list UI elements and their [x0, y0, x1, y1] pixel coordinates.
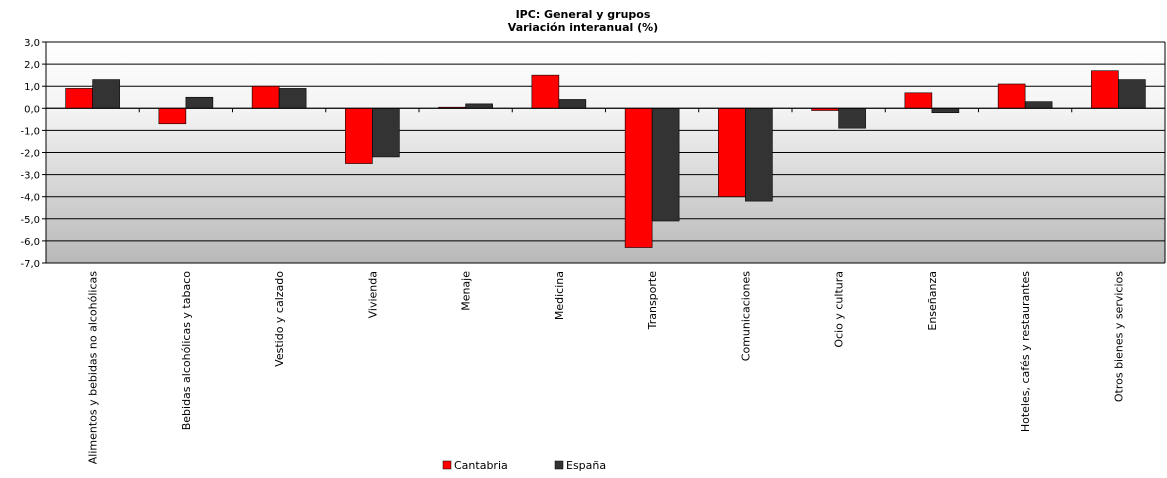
y-tick-label: 3,0 — [24, 38, 40, 49]
legend: Cantabria España — [442, 459, 606, 472]
bar-cantabria-5 — [531, 74, 560, 109]
y-tick-label: 1,0 — [24, 82, 40, 93]
y-tick-label: -1,0 — [20, 126, 40, 137]
x-tick-label: Medicina — [553, 271, 566, 320]
bar-cantabria-1 — [158, 108, 187, 125]
chart-subtitle: Variación interanual (%) — [508, 21, 658, 34]
y-tick-label: 0,0 — [24, 104, 40, 115]
x-tick-label: Vivienda — [366, 271, 379, 318]
legend-swatch — [554, 460, 564, 470]
bar-espaa-3 — [372, 108, 400, 158]
bar-espaa-8 — [838, 108, 866, 129]
y-tick-label: -2,0 — [20, 149, 40, 160]
bar-espaa-4 — [465, 103, 493, 109]
bar-espaa-6 — [651, 108, 680, 222]
x-tick-label: Alimentos y bebidas no alcohólicas — [87, 271, 100, 464]
y-tick-label: -6,0 — [20, 237, 40, 248]
bar-cantabria-7 — [718, 108, 746, 198]
bar-espaa-0 — [92, 79, 120, 109]
x-tick-label: Ocio y cultura — [833, 271, 846, 348]
y-tick-label: -4,0 — [20, 193, 40, 204]
x-tick-label: Enseñanza — [926, 271, 939, 331]
y-tick-label: 2,0 — [24, 60, 40, 71]
x-tick-label: Menaje — [460, 271, 473, 311]
legend-swatch — [442, 460, 452, 470]
bar-espaa-9 — [931, 108, 960, 114]
bar-espaa-7 — [745, 108, 773, 202]
y-tick-label: -3,0 — [20, 171, 40, 182]
x-tick-label: Otros bienes y servicios — [1112, 271, 1125, 402]
chart-title: IPC: General y grupos — [516, 8, 651, 21]
bar-cantabria-11 — [1091, 70, 1119, 109]
bar-cantabria-10 — [997, 83, 1026, 109]
y-tick-label: -5,0 — [20, 215, 40, 226]
x-tick-label: Transporte — [646, 271, 659, 331]
bar-cantabria-2 — [251, 85, 280, 109]
y-tick-label: -7,0 — [20, 259, 40, 270]
x-tick-label: Comunicaciones — [739, 271, 752, 361]
bar-espaa-11 — [1118, 79, 1146, 109]
bar-cantabria-0 — [65, 88, 93, 109]
bar-espaa-5 — [558, 99, 587, 109]
plot-area: 3,0 2,0 1,0 0,0 -1,0 -2,0 -3,0 -4,0 -5,0 -6,0 -7,0… — [20, 38, 1166, 464]
x-tick-label: Bebidas alcohólicas y tabaco — [180, 271, 193, 431]
bar-cantabria-9 — [904, 92, 933, 109]
bar-cantabria-6 — [624, 108, 653, 248]
x-tick-label: Vestido y calzado — [273, 271, 286, 367]
legend-label: Cantabria — [454, 459, 508, 472]
bar-cantabria-3 — [345, 108, 373, 164]
bar-espaa-1 — [185, 96, 214, 109]
legend-label: España — [566, 459, 606, 472]
bar-espaa-2 — [278, 88, 307, 109]
bar-espaa-10 — [1024, 101, 1053, 109]
x-tick-label: Hoteles, cafés y restaurantes — [1019, 271, 1032, 432]
